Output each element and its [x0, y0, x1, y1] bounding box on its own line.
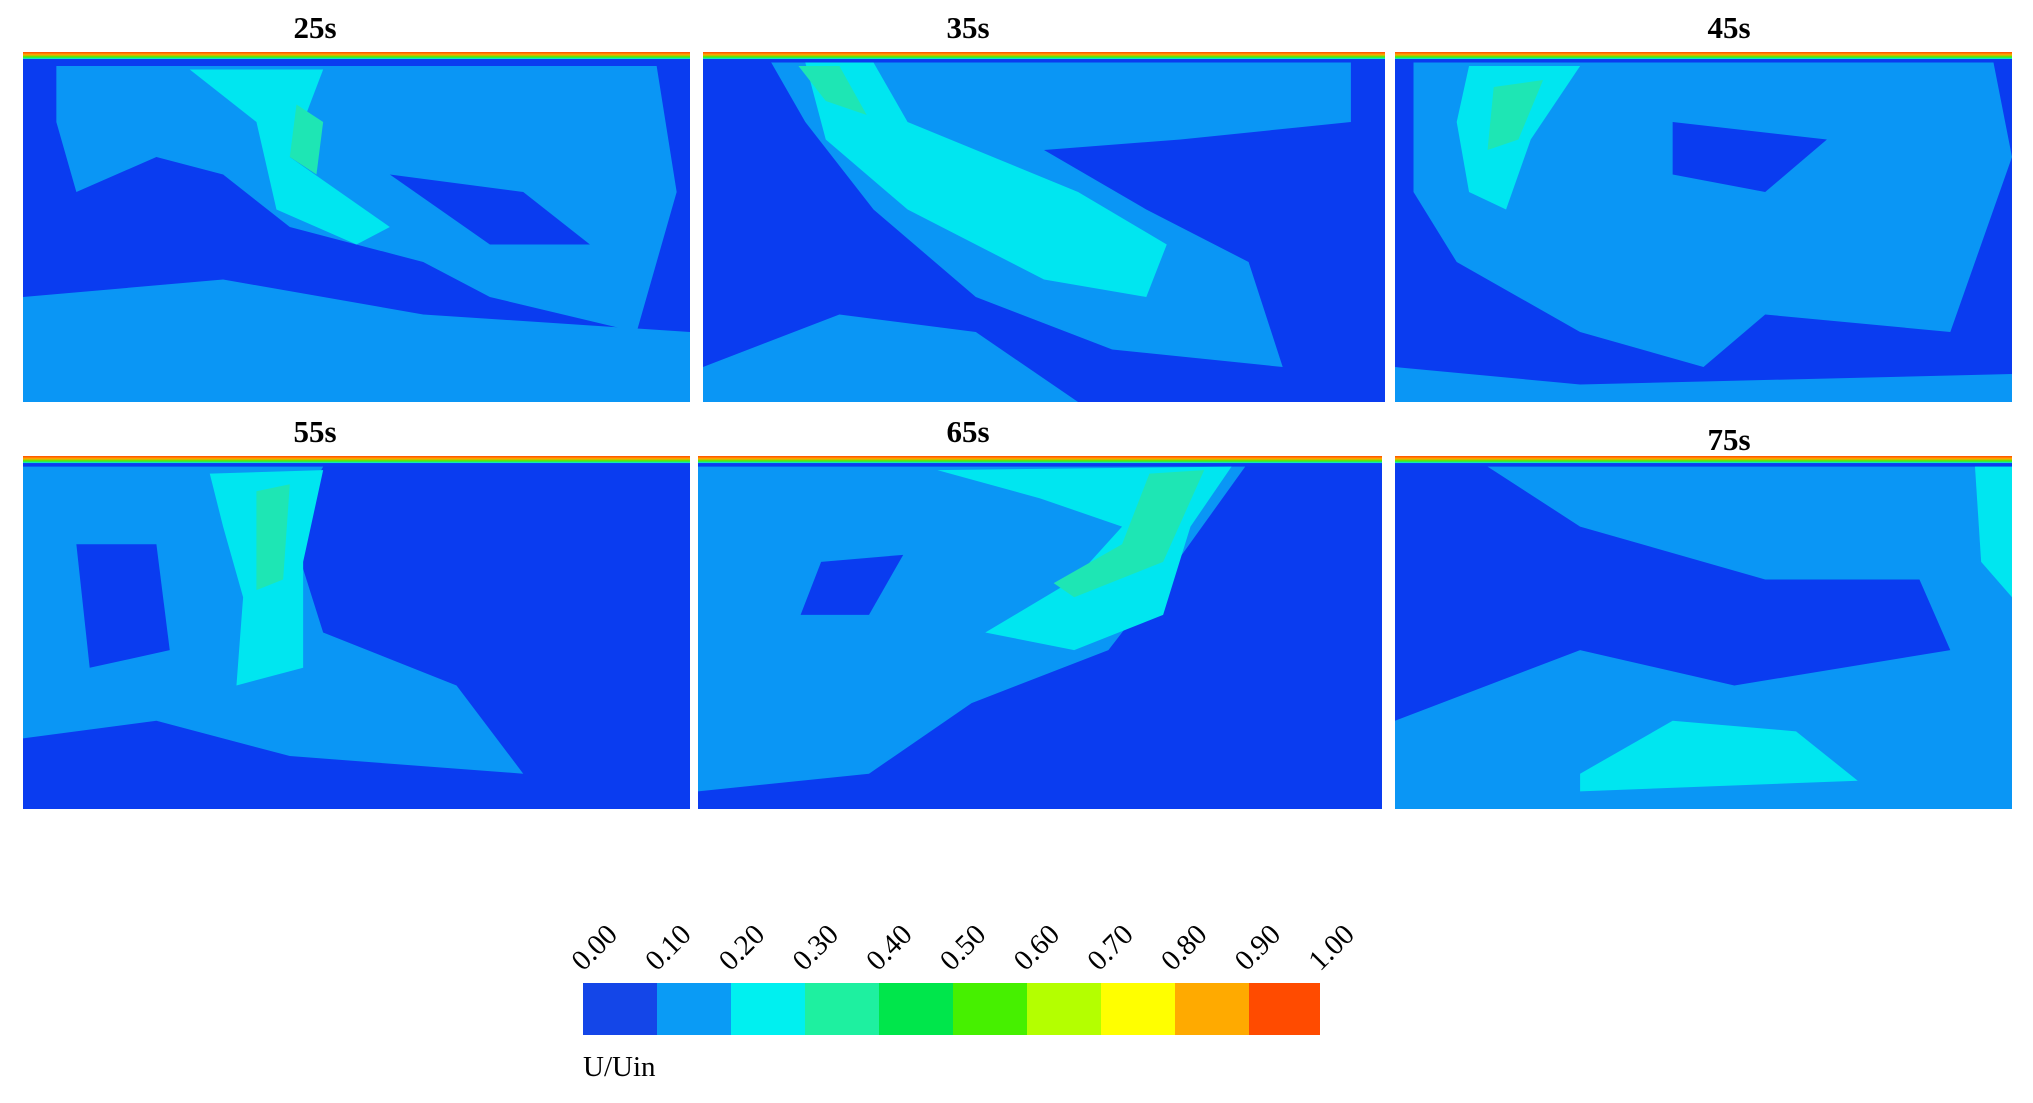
- colorbar-labels: 0.00 0.10 0.20 0.30 0.40 0.50 0.60 0.70 0.80 0.90…: [565, 918, 1361, 977]
- colorbar-segment: [953, 983, 1027, 1035]
- contour-panel: [23, 456, 690, 809]
- colorbar-segment: [731, 983, 805, 1035]
- contour-panel: [703, 52, 1385, 402]
- colorbar-label: 1.00: [1302, 918, 1361, 977]
- colorbar-label: 0.10: [639, 918, 698, 977]
- contour-panel: [698, 456, 1382, 809]
- contour-panel: [1395, 456, 2012, 809]
- colorbar-segment: [1175, 983, 1249, 1035]
- colorbar: [583, 983, 1320, 1035]
- contour-panel: [23, 52, 690, 402]
- colorbar-label: 0.40: [860, 918, 919, 977]
- colorbar-segment: [1249, 983, 1320, 1035]
- colorbar-label: 0.20: [713, 918, 772, 977]
- panel-title: 75s: [1707, 422, 1750, 457]
- colorbar-label: 0.00: [565, 918, 624, 977]
- colorbar-segment: [805, 983, 879, 1035]
- colorbar-label: 0.30: [786, 918, 845, 977]
- colorbar-title: U/Uin: [583, 1051, 656, 1083]
- colorbar-segment: [1027, 983, 1101, 1035]
- colorbar-segment: [657, 983, 731, 1035]
- colorbar-segment: [583, 983, 657, 1035]
- contour-panel: [1395, 52, 2012, 402]
- panel-title: 25s: [293, 10, 336, 45]
- colorbar-segment: [1101, 983, 1175, 1035]
- colorbar-label: 0.60: [1008, 918, 1067, 977]
- panel-title: 65s: [946, 414, 989, 449]
- panel-title: 55s: [293, 414, 336, 449]
- colorbar-label: 0.80: [1155, 918, 1214, 977]
- panel-title: 35s: [946, 10, 989, 45]
- colorbar-label: 0.70: [1081, 918, 1140, 977]
- colorbar-segment: [879, 983, 953, 1035]
- colorbar-label: 0.50: [934, 918, 993, 977]
- colorbar-label: 0.90: [1229, 918, 1288, 977]
- panel-title: 45s: [1707, 10, 1750, 45]
